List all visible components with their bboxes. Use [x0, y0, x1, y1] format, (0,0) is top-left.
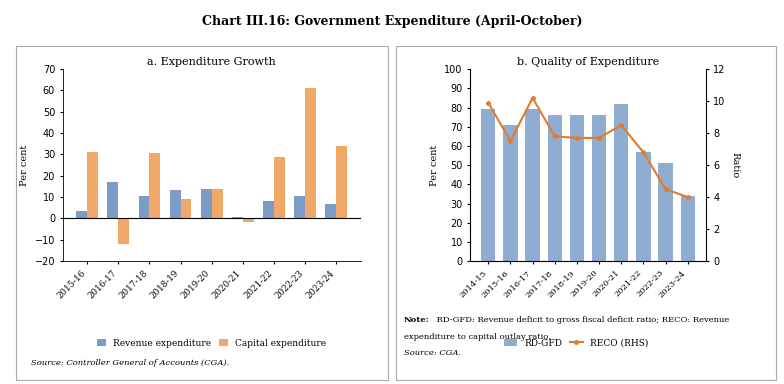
Bar: [525, 109, 540, 261]
RECO (RHS): [594, 136, 604, 140]
Bar: [614, 104, 629, 261]
Bar: [118, 218, 129, 244]
Bar: [139, 196, 150, 218]
Bar: [659, 163, 673, 261]
Legend: RD-GFD, RECO (RHS): RD-GFD, RECO (RHS): [503, 339, 649, 348]
RECO (RHS): [683, 195, 692, 199]
Text: RD-GFD: Revenue deficit to gross fiscal deficit ratio; RECO: Revenue: RD-GFD: Revenue deficit to gross fiscal …: [434, 316, 729, 324]
Title: a. Expenditure Growth: a. Expenditure Growth: [147, 57, 276, 67]
Text: expenditure to capital outlay ratio.: expenditure to capital outlay ratio.: [404, 333, 550, 341]
Legend: Revenue expenditure, Capital expenditure: Revenue expenditure, Capital expenditure: [97, 339, 326, 348]
Bar: [481, 109, 495, 261]
Bar: [274, 157, 285, 218]
Bar: [325, 204, 336, 218]
Bar: [243, 218, 254, 222]
RECO (RHS): [661, 187, 670, 192]
Bar: [263, 201, 274, 218]
Bar: [681, 196, 695, 261]
Y-axis label: Ratio: Ratio: [731, 152, 739, 178]
Text: Source: CGA.: Source: CGA.: [404, 349, 461, 357]
Bar: [592, 115, 606, 261]
Bar: [570, 115, 584, 261]
Bar: [547, 115, 562, 261]
Text: Source: Controller General of Accounts (CGA).: Source: Controller General of Accounts (…: [31, 359, 230, 367]
RECO (RHS): [506, 139, 515, 144]
Bar: [232, 217, 243, 218]
Bar: [150, 153, 160, 218]
Y-axis label: Per cent: Per cent: [20, 144, 29, 186]
RECO (RHS): [616, 123, 626, 127]
Bar: [503, 125, 517, 261]
RECO (RHS): [639, 150, 648, 155]
Line: RECO (RHS): RECO (RHS): [487, 96, 689, 199]
Text: Note:: Note:: [404, 316, 430, 324]
RECO (RHS): [572, 136, 582, 140]
RECO (RHS): [528, 96, 537, 100]
RECO (RHS): [550, 134, 560, 139]
Text: Chart III.16: Government Expenditure (April-October): Chart III.16: Government Expenditure (Ap…: [201, 15, 583, 28]
Bar: [636, 152, 651, 261]
Bar: [107, 182, 118, 218]
Bar: [212, 189, 223, 218]
Bar: [201, 189, 212, 218]
Bar: [76, 211, 87, 218]
Bar: [294, 196, 305, 218]
Bar: [336, 146, 347, 218]
Bar: [169, 190, 180, 218]
Y-axis label: Per cent: Per cent: [430, 144, 439, 186]
Bar: [305, 88, 316, 218]
Title: b. Quality of Expenditure: b. Quality of Expenditure: [517, 57, 659, 67]
RECO (RHS): [484, 101, 493, 105]
Bar: [180, 199, 191, 218]
Bar: [87, 152, 98, 218]
